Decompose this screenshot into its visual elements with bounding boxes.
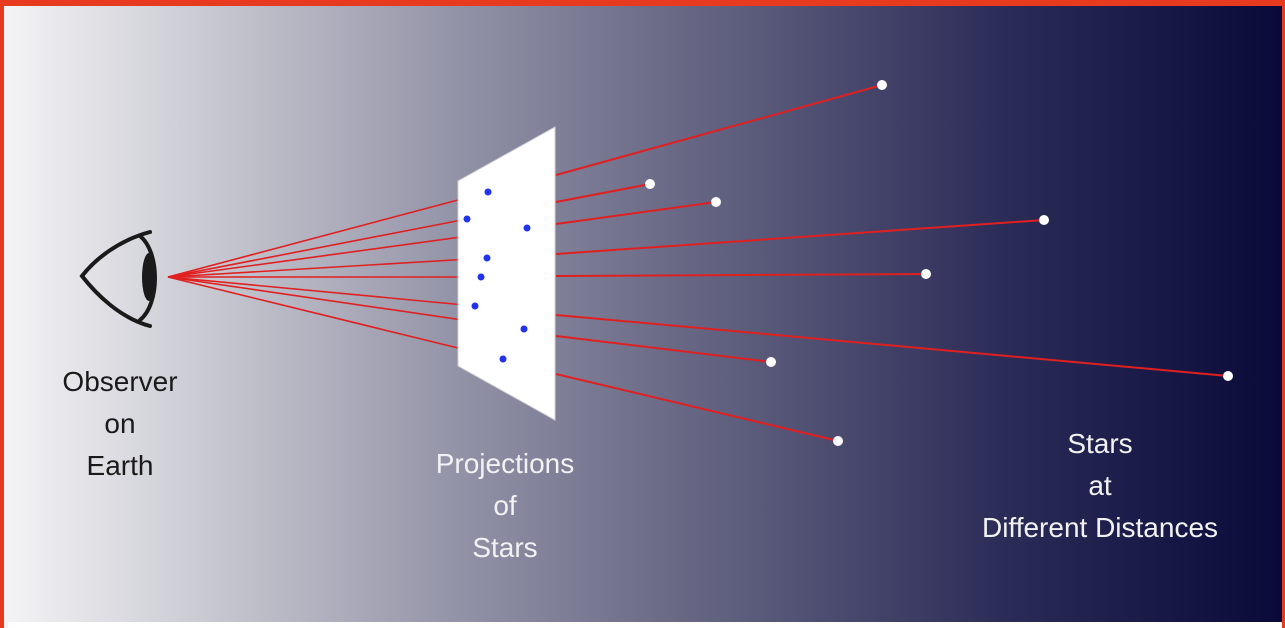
ray-line — [555, 183, 651, 203]
ray-line — [555, 201, 717, 225]
ray-line — [555, 373, 839, 442]
projection-dot — [471, 302, 479, 310]
stars-at-different-distances — [645, 80, 1233, 446]
projection-dot — [484, 188, 492, 196]
ray-line — [555, 314, 1229, 377]
ray-line — [555, 335, 772, 363]
projection-dot — [520, 325, 528, 333]
star-dot — [645, 179, 655, 189]
ray-line — [555, 273, 927, 277]
projection-plane — [457, 126, 556, 421]
ray-line — [167, 276, 476, 307]
star-dot — [921, 269, 931, 279]
ray-line — [555, 219, 1045, 255]
star-dot — [1039, 215, 1049, 225]
ray-line — [167, 191, 489, 278]
ray-line — [167, 257, 488, 278]
projected-star-dots — [463, 188, 531, 363]
projection-dot — [463, 215, 471, 223]
observer-label: Observer on Earth — [30, 361, 210, 487]
stars-label: Stars at Different Distances — [930, 423, 1270, 549]
star-dot — [1223, 371, 1233, 381]
projections-label: Projections of Stars — [400, 443, 610, 569]
rays-to-stars — [555, 84, 1229, 442]
ray-line — [167, 218, 468, 278]
stars-label-line: Different Distances — [981, 512, 1219, 543]
projection-dot — [477, 273, 485, 281]
star-dot — [833, 436, 843, 446]
ray-line — [555, 84, 883, 176]
projection-dot — [483, 254, 491, 262]
projections-label-line: of — [493, 490, 517, 521]
observer-label-line: Observer — [62, 366, 178, 397]
projection-dot — [523, 224, 531, 232]
observer-label-line: on — [104, 408, 136, 439]
bottom-margin — [8, 622, 1282, 628]
projections-label-line: Stars — [472, 532, 538, 563]
stars-label-line: Stars — [1067, 428, 1133, 459]
eye-icon — [79, 230, 157, 328]
observer-label-line: Earth — [86, 450, 154, 481]
projections-label-line: Projections — [435, 448, 575, 479]
stars-label-line: at — [1088, 470, 1112, 501]
projection-dot — [499, 355, 507, 363]
ray-line — [167, 276, 504, 360]
star-dot — [766, 357, 776, 367]
star-dot — [877, 80, 887, 90]
star-dot — [711, 197, 721, 207]
